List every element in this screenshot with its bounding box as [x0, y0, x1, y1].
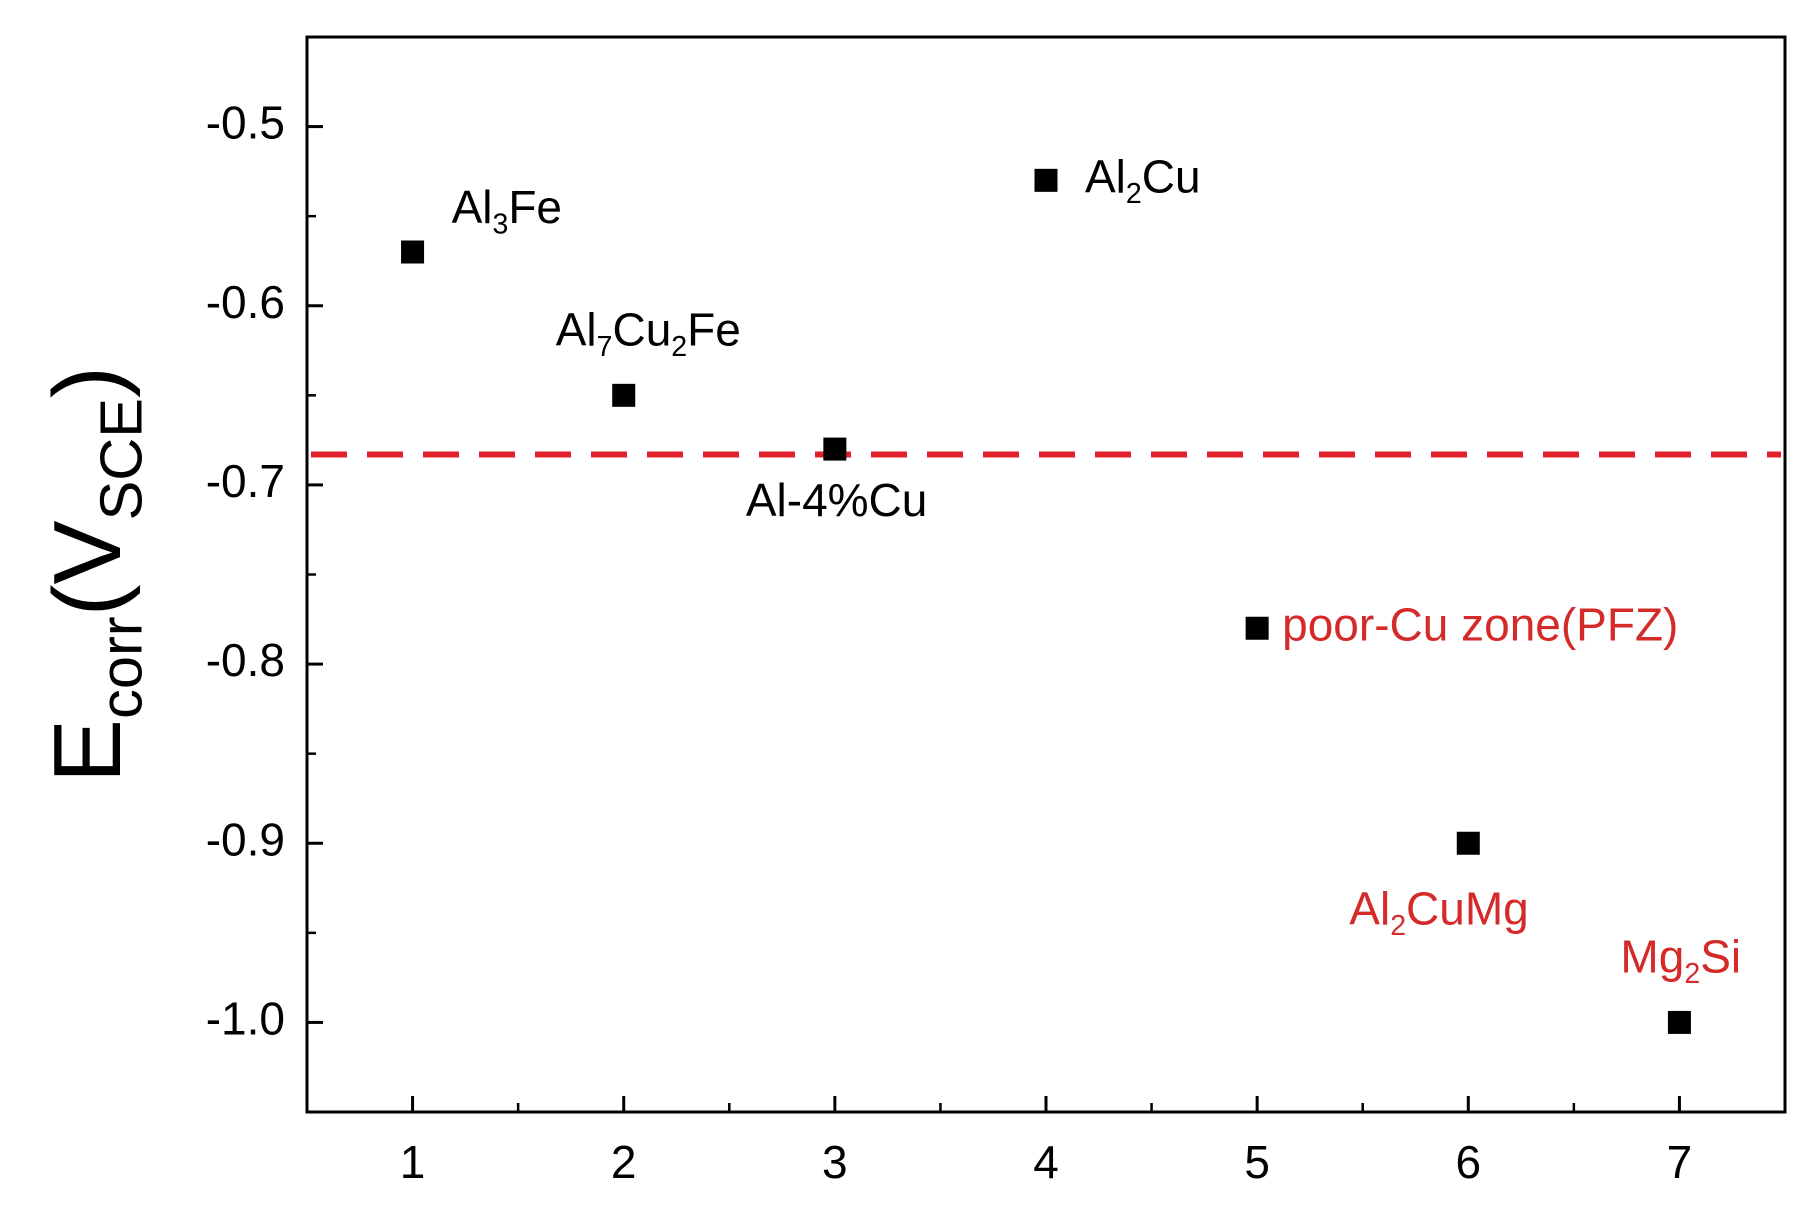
y-tick-label: -1.0: [206, 993, 285, 1045]
text-part: poor-Cu zone(PFZ): [1282, 598, 1678, 650]
x-tick-label: 4: [1033, 1136, 1059, 1188]
subscript: 3: [492, 208, 508, 240]
data-point: [612, 383, 636, 407]
subscript: 2: [1390, 910, 1406, 942]
point-label: Mg2Si: [1620, 931, 1741, 990]
x-tick-label: 3: [822, 1136, 848, 1188]
subscript: 7: [597, 331, 613, 363]
subscript: 2: [671, 331, 687, 363]
text-part: Si: [1700, 931, 1741, 983]
y-tick-label: -0.7: [206, 455, 285, 507]
subscript: 2: [1684, 958, 1700, 990]
text-part: Al-4%Cu: [746, 474, 928, 526]
point-label: Al-4%Cu: [746, 474, 928, 526]
text-part: Al: [452, 181, 493, 233]
text-part: CuMg: [1406, 882, 1529, 934]
text-part: E: [34, 719, 141, 783]
text-part: Al: [556, 303, 597, 355]
subscript: SCE: [87, 398, 154, 520]
point-label: Al2CuMg: [1349, 882, 1528, 941]
x-tick-label: 7: [1667, 1136, 1693, 1188]
text-part: Fe: [687, 303, 741, 355]
x-tick-label: 1: [400, 1136, 426, 1188]
text-part: Al: [1349, 882, 1390, 934]
y-tick-label: -0.5: [206, 97, 285, 149]
subscript: corr: [87, 616, 154, 719]
point-label: poor-Cu zone(PFZ): [1282, 598, 1678, 650]
text-part: ): [34, 366, 141, 398]
x-tick-label: 2: [611, 1136, 637, 1188]
text-part: Cu: [612, 303, 671, 355]
data-point: [1667, 1010, 1691, 1034]
x-tick-label: 5: [1244, 1136, 1270, 1188]
text-part: Al: [1085, 150, 1126, 202]
y-axis-label: Ecorr(VSCE): [34, 366, 154, 783]
y-tick-label: -0.8: [206, 634, 285, 686]
point-label: Al3Fe: [452, 181, 562, 240]
text-part: (V: [34, 520, 141, 616]
data-point: [1034, 168, 1058, 192]
text-part: Cu: [1142, 150, 1201, 202]
text-part: Fe: [508, 181, 562, 233]
y-tick-label: -0.9: [206, 813, 285, 865]
y-tick-label: -0.6: [206, 276, 285, 328]
data-point: [1456, 831, 1480, 855]
x-tick-label: 6: [1455, 1136, 1481, 1188]
subscript: 2: [1126, 178, 1142, 210]
point-label: Al7Cu2Fe: [556, 303, 741, 362]
data-point: [823, 437, 847, 461]
point-label: Al2Cu: [1085, 150, 1201, 209]
data-point: [401, 240, 425, 264]
text-part: Mg: [1620, 931, 1684, 983]
data-point: [1245, 616, 1269, 640]
